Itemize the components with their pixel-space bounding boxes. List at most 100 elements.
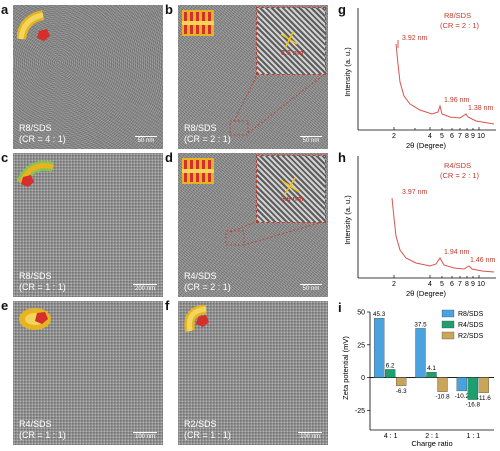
sample-name: R8/SDS (184, 123, 217, 133)
peak-label: 1.96 nm (444, 97, 469, 104)
bar-r8-sds (456, 377, 467, 392)
saxs-plot-g: 2 4 5 6 7 8 9 10 2θ (Degree) Intensity (… (343, 8, 496, 150)
panel-label-d: d (165, 150, 173, 165)
x-tick: 2 (392, 281, 396, 288)
y-tick-label: 0 (361, 375, 365, 382)
scale-label: 50 nm (302, 286, 320, 292)
data-label: 4.1 (427, 365, 436, 372)
scale-label: 200 nm (134, 286, 155, 292)
x-tick: 5 (440, 281, 444, 288)
charge-ratio: (CR = 2 : 1) (184, 134, 231, 144)
tem-panel-e: R4/SDS (CR = 1 : 1) 100 nm (13, 301, 163, 445)
sample-name: R4/SDS (444, 161, 471, 170)
x-tick: 10 (477, 133, 485, 140)
x-tick: 5 (440, 133, 444, 140)
legend-label: R8/SDS (458, 311, 484, 318)
tem-texture (13, 153, 163, 297)
charge-ratio: (CR = 1 : 1) (19, 430, 66, 440)
bar-r2-sds (478, 377, 489, 393)
panel-label-b: b (165, 2, 173, 17)
x-tick: 6 (450, 133, 454, 140)
bar-r2-sds (437, 377, 448, 392)
scale-bar: 50 nm (300, 284, 322, 292)
tem-texture (13, 5, 163, 149)
tem-panel-f: R2/SDS (CR = 1 : 1) 100 nm (178, 301, 328, 445)
legend-label: R4/SDS (458, 322, 484, 329)
sample-name: R8/SDS (444, 11, 471, 20)
lamellar-schematic-icon (182, 158, 214, 184)
peak-label: 1.94 nm (444, 249, 469, 256)
saxs-curve (391, 197, 495, 273)
data-label: 45.3 (373, 311, 386, 318)
x-axis-label: 2θ (Degree) (406, 289, 447, 298)
panel-label-f: f (165, 298, 170, 313)
x-tick: 6 (450, 281, 454, 288)
x-tick: 4 (428, 281, 432, 288)
charge-ratio: (CR = 1 : 1) (184, 430, 231, 440)
hrtem-inset: 3.6 nm (256, 155, 326, 223)
legend-swatch (441, 331, 455, 340)
x-tick: 9 (471, 281, 475, 288)
y-axis-label: Intensity (a. u.) (343, 195, 352, 245)
peak-label: 3.92 nm (402, 35, 427, 42)
data-label: -10.2 (455, 393, 470, 400)
scale-label: 100 nm (299, 434, 320, 440)
bar-r4-sds (426, 372, 437, 378)
x-tick: 10 (477, 281, 485, 288)
scale-bar: 50 nm (135, 136, 157, 144)
x-tick: 7 (458, 281, 462, 288)
scale-bar: 100 nm (298, 432, 322, 440)
scale-bar: 200 nm (133, 284, 157, 292)
panel-label-e: e (1, 298, 9, 313)
sample-name: R4/SDS (184, 271, 217, 281)
scale-label: 100 nm (134, 434, 155, 440)
x-axis-label: 2θ (Degree) (406, 141, 447, 150)
scale-bar: 50 nm (300, 136, 322, 144)
tem-panel-b: 3.6 nm R8/SDS (CR = 2 : 1) 50 nm (178, 5, 328, 149)
micelle-schematic-icon (17, 160, 55, 187)
legend-swatch (441, 320, 455, 329)
charge-ratio: (CR = 2 : 1) (440, 21, 479, 30)
data-label: 6.2 (386, 362, 395, 369)
x-category-label: 1 : 1 (467, 433, 481, 440)
y-axis-label: Zeta potential (mV) (341, 336, 350, 400)
bar-r8-sds (415, 328, 426, 378)
panel-label-i: i (338, 300, 342, 315)
scale-bar: 100 nm (133, 432, 157, 440)
charge-ratio: (CR = 1 : 1) (19, 282, 66, 292)
sample-name: R2/SDS (184, 419, 217, 429)
panel-label-c: c (1, 150, 9, 165)
hrtem-inset: 3.6 nm (256, 7, 326, 75)
zeta-potential-chart: -25 0 25 50 45.3 6.2 -6.3 37.5 4.1 -10.8 -10.2 -16… (341, 309, 494, 448)
inset-spacing-label: 3.6 nm (281, 50, 304, 57)
data-label: -16.8 (466, 402, 481, 409)
peak-label: 1.46 nm (470, 257, 495, 264)
x-tick: 7 (458, 133, 462, 140)
bar-r8-sds (374, 318, 385, 378)
zoom-lines (229, 72, 327, 136)
sample-name: R8/SDS (19, 271, 52, 281)
data-label: -6.3 (396, 388, 407, 395)
peak-label: 1.38 nm (468, 105, 493, 112)
saxs-plot-h: 2 4 5 6 7 8 9 10 2θ (Degree) Intensity (… (343, 156, 496, 298)
x-tick: 8 (465, 281, 469, 288)
legend-label: R2/SDS (458, 333, 484, 340)
micelle-schematic-icon (19, 308, 51, 330)
y-tick-label: -25 (355, 408, 365, 415)
x-category-label: 2 : 1 (425, 433, 439, 440)
micelle-schematic-icon (17, 10, 50, 41)
y-tick-label: 25 (357, 342, 365, 349)
data-label: -11.6 (477, 395, 491, 402)
charge-ratio: (CR = 2 : 1) (440, 171, 479, 180)
x-axis-label: Charge ratio (411, 439, 452, 448)
panel-label-g: g (338, 2, 346, 17)
charge-ratio: (CR = 2 : 1) (184, 282, 231, 292)
legend-swatch (441, 309, 455, 318)
peak-label: 3.97 nm (402, 189, 427, 196)
tem-panel-d: 3.6 nm R4/SDS (CR = 2 : 1) 50 nm (178, 153, 328, 297)
panel-label-a: a (1, 2, 9, 17)
tem-panel-a: R8/SDS (CR = 4 : 1) 50 nm (13, 5, 163, 149)
charge-ratio: (CR = 4 : 1) (19, 134, 66, 144)
tem-panel-c: R8/SDS (CR = 1 : 1) 200 nm (13, 153, 163, 297)
lamellar-schematic-icon (182, 10, 214, 36)
